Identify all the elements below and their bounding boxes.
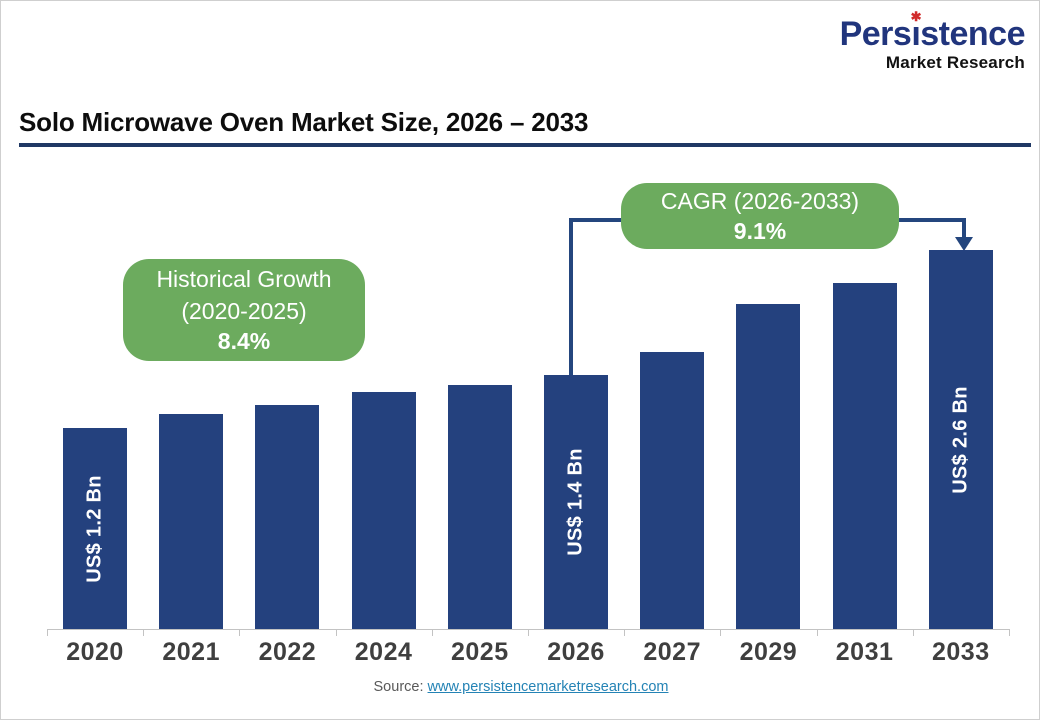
logo-letter-i: ı ✱ [910, 9, 922, 53]
x-axis-tick [47, 629, 48, 636]
x-axis-tick [239, 629, 241, 636]
bar-value-label: US$ 1.2 Bn [83, 474, 106, 583]
x-axis-label-2021: 2021 [162, 638, 220, 666]
bar-2020: US$ 1.2 Bn [63, 428, 127, 629]
x-axis-label-2031: 2031 [835, 638, 894, 666]
bar-2022 [255, 405, 320, 629]
x-axis-tick [912, 629, 914, 636]
x-axis-label-2024: 2024 [354, 638, 413, 666]
page-title: Solo Microwave Oven Market Size, 2026 – … [19, 107, 589, 137]
bar-value-label: US$ 2.6 Bn [949, 385, 972, 494]
bar-2027 [640, 352, 705, 629]
cagr-label: CAGR (2026-2033) [660, 187, 860, 214]
bar-2025 [447, 385, 512, 629]
cagr-value: 9.1% [733, 218, 787, 245]
bar-2021 [159, 414, 224, 629]
historical-growth-label: Historical Growth [156, 265, 332, 292]
x-axis-label-2020: 2020 [66, 638, 124, 666]
title-underline [19, 143, 1031, 147]
cagr-callout: CAGR (2026-2033) 9.1% [621, 183, 899, 249]
historical-growth-value: 8.4% [217, 328, 271, 355]
historical-growth-period: (2020-2025) [181, 298, 307, 325]
x-axis-tick [528, 629, 529, 636]
x-axis-tick [431, 629, 433, 636]
source-prefix: Source: [373, 679, 424, 695]
bar-2026: US$ 1.4 Bn [544, 375, 608, 629]
source-line: Source: www.persistencemarketresearch.co… [1, 679, 1039, 695]
x-axis-label-2025: 2025 [450, 638, 509, 666]
bar-2024 [351, 392, 416, 629]
x-axis-label-2033: 2033 [931, 638, 990, 666]
bar-2033: US$ 2.6 Bn [928, 250, 993, 629]
x-axis-label-2027: 2027 [643, 638, 701, 666]
logo: Persı ✱ stence Market Research [839, 9, 1026, 72]
source-link[interactable]: www.persistencemarketresearch.com [427, 679, 669, 695]
historical-growth-callout: Historical Growth (2020-2025) 8.4% [123, 259, 365, 361]
x-axis-tick [335, 629, 337, 636]
logo-subtitle: Market Research [885, 53, 1025, 72]
logo-star-icon: ✱ [910, 9, 922, 24]
x-axis-tick [1009, 629, 1010, 636]
bar-value-label: US$ 1.4 Bn [564, 448, 587, 556]
x-axis-label-2029: 2029 [739, 638, 798, 666]
x-axis-tick [720, 629, 722, 636]
x-axis-tick [816, 629, 818, 636]
x-axis-tick [143, 629, 145, 636]
bar-2029 [736, 304, 801, 629]
arrow-down-icon [955, 237, 973, 251]
bar-2031 [832, 283, 897, 629]
x-axis-label-2022: 2022 [258, 638, 317, 666]
x-axis-tick [624, 629, 626, 636]
logo-brand-text: Persı ✱ stence [839, 9, 1026, 53]
x-axis-label-2026: 2026 [547, 638, 605, 666]
